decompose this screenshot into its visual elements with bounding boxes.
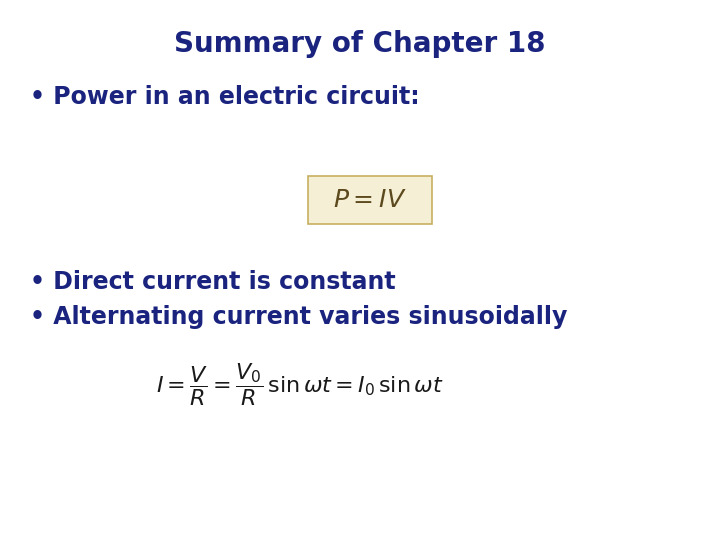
Text: • Alternating current varies sinusoidally: • Alternating current varies sinusoidall… — [30, 305, 567, 329]
Text: Summary of Chapter 18: Summary of Chapter 18 — [174, 30, 546, 58]
Text: • Direct current is constant: • Direct current is constant — [30, 270, 395, 294]
Text: • Power in an electric circuit:: • Power in an electric circuit: — [30, 85, 420, 109]
FancyBboxPatch shape — [308, 176, 432, 224]
Text: $I = \dfrac{V}{R} = \dfrac{V_0}{R}\,\sin\omega t = I_0\,\sin\omega t$: $I = \dfrac{V}{R} = \dfrac{V_0}{R}\,\sin… — [156, 362, 444, 408]
Text: $P = IV$: $P = IV$ — [333, 188, 407, 212]
